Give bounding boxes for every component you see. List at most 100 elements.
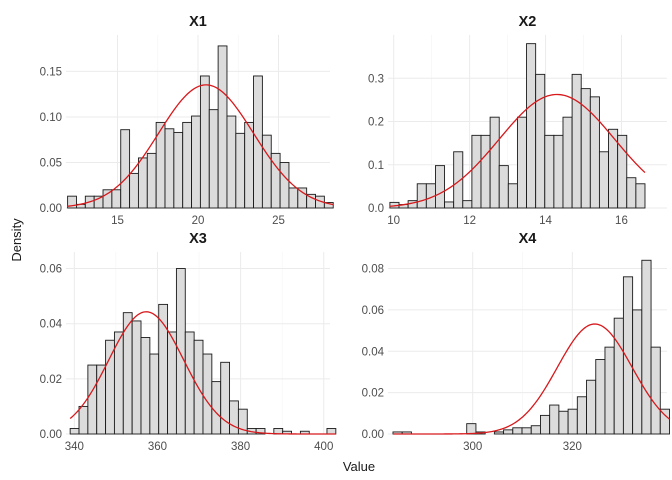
histogram-bar [553,134,564,209]
histogram-bar [184,331,195,435]
x-tick-label: 20 [192,215,205,227]
y-tick-label: 0.1 [368,160,384,172]
histogram-bar [416,183,427,209]
histogram-bar [632,309,643,435]
histogram-bar [87,364,98,435]
histogram-bar [253,75,263,209]
normal-density-curve [389,93,646,207]
histogram-bar [613,317,624,435]
histogram-bar [434,165,446,209]
histogram-bar [526,43,537,209]
histogram-bar [549,404,560,435]
histogram-bar [507,183,518,209]
y-tick-label: 0.2 [368,117,384,129]
histogram-bar [111,189,122,209]
histogram-bar [288,187,299,209]
histogram-bar [567,408,578,435]
y-tick-label: 0.0 [368,203,384,215]
histogram-bar [202,353,213,435]
histogram-bar [466,423,477,435]
y-tick-label: 0.08 [362,264,384,276]
histogram-bar [229,400,239,435]
histogram-bar [137,157,148,209]
histogram-bar [131,320,142,435]
histogram-bar [586,379,597,435]
histogram-bar [175,268,186,435]
histogram-bar [571,73,582,209]
histogram-bar [255,428,266,435]
histogram-bar [558,410,569,435]
histogram-bar [544,134,555,209]
x-tick-label: 12 [463,215,476,227]
histogram-bar [146,152,157,209]
y-tick-label: 0.02 [40,374,62,386]
histogram-bar [140,337,151,435]
histogram-bar [641,259,652,435]
histogram-bar [580,88,591,209]
histogram-bar [626,177,637,209]
histogram-bar [516,116,528,209]
panel-2: 10 12 14 16 0.0 0.1 0.2 0.3 X2 [368,14,667,227]
histogram-bar [149,353,160,435]
histogram-bar [182,121,193,209]
histogram-bar [261,134,272,209]
histogram-bar [105,339,115,435]
normal-density-curve [392,323,670,435]
histogram-bar [323,202,334,209]
histogram-bar [562,116,573,209]
y-tick-label: 0.00 [40,203,62,215]
panel-1: 15 20 25 0.00 0.05 0.10 0.15 X1 [40,14,334,227]
y-tick-label: 0.15 [40,66,62,78]
x-tick-label: 380 [231,441,250,453]
panel-4: 300 320 0.00 0.02 0.04 0.06 0.08 X4 [362,231,670,453]
panels-layer: 15 20 25 0.00 0.05 0.10 0.15 X1 10 12 14 16 0.0 0.1 0.… [40,14,670,453]
histogram-bar [512,427,523,435]
normal-density-curve [67,84,334,207]
histogram-bar [576,396,587,435]
histogram-bar [199,75,210,209]
y-tick-label: 0.02 [362,388,384,400]
histogram-bar [453,151,464,209]
histogram-bar [102,189,113,209]
x-axis-title: Value [343,459,375,474]
histogram-bar [67,195,77,209]
histogram-bar [617,134,628,209]
histogram-bar [650,346,661,435]
y-tick-label: 0.04 [362,346,385,358]
histogram-bar [164,128,175,209]
histogram-bar [208,109,219,209]
histogram-bar [471,134,482,209]
histogram-bar [489,116,500,209]
y-tick-label: 0.3 [368,73,384,85]
histogram-bar [635,183,646,209]
x-tick-label: 360 [148,441,167,453]
y-tick-label: 0.05 [40,157,62,169]
histogram-bar [226,115,237,209]
y-axis-title: Density [9,218,24,262]
y-tick-label: 0.00 [362,429,384,441]
y-tick-label: 0.06 [362,305,384,317]
x-tick-label: 10 [387,215,400,227]
y-tick-label: 0.06 [40,264,62,276]
x-tick-label: 320 [563,441,582,453]
y-tick-label: 0.10 [40,112,62,124]
histogram-bar [129,172,139,209]
panel-3: 340 360 380 400 0.00 0.02 0.04 0.06 X3 [40,231,337,453]
histogram-bar [595,359,606,435]
panel-title: X3 [189,231,207,247]
histogram-bar [604,346,615,435]
y-tick-label: 0.04 [40,319,63,331]
x-tick-label: 25 [272,215,285,227]
histogram-bar [503,429,514,435]
histogram-bar [279,162,290,209]
x-tick-label: 14 [539,215,552,227]
histogram-bar [211,381,222,435]
panel-title: X1 [189,14,207,30]
x-tick-label: 16 [615,215,628,227]
histogram-bar [78,405,89,435]
histogram-bar [444,201,455,209]
x-tick-label: 15 [111,215,124,227]
histogram-bar [244,121,254,209]
panel-title: X4 [519,231,537,247]
histogram-bar [69,428,80,435]
